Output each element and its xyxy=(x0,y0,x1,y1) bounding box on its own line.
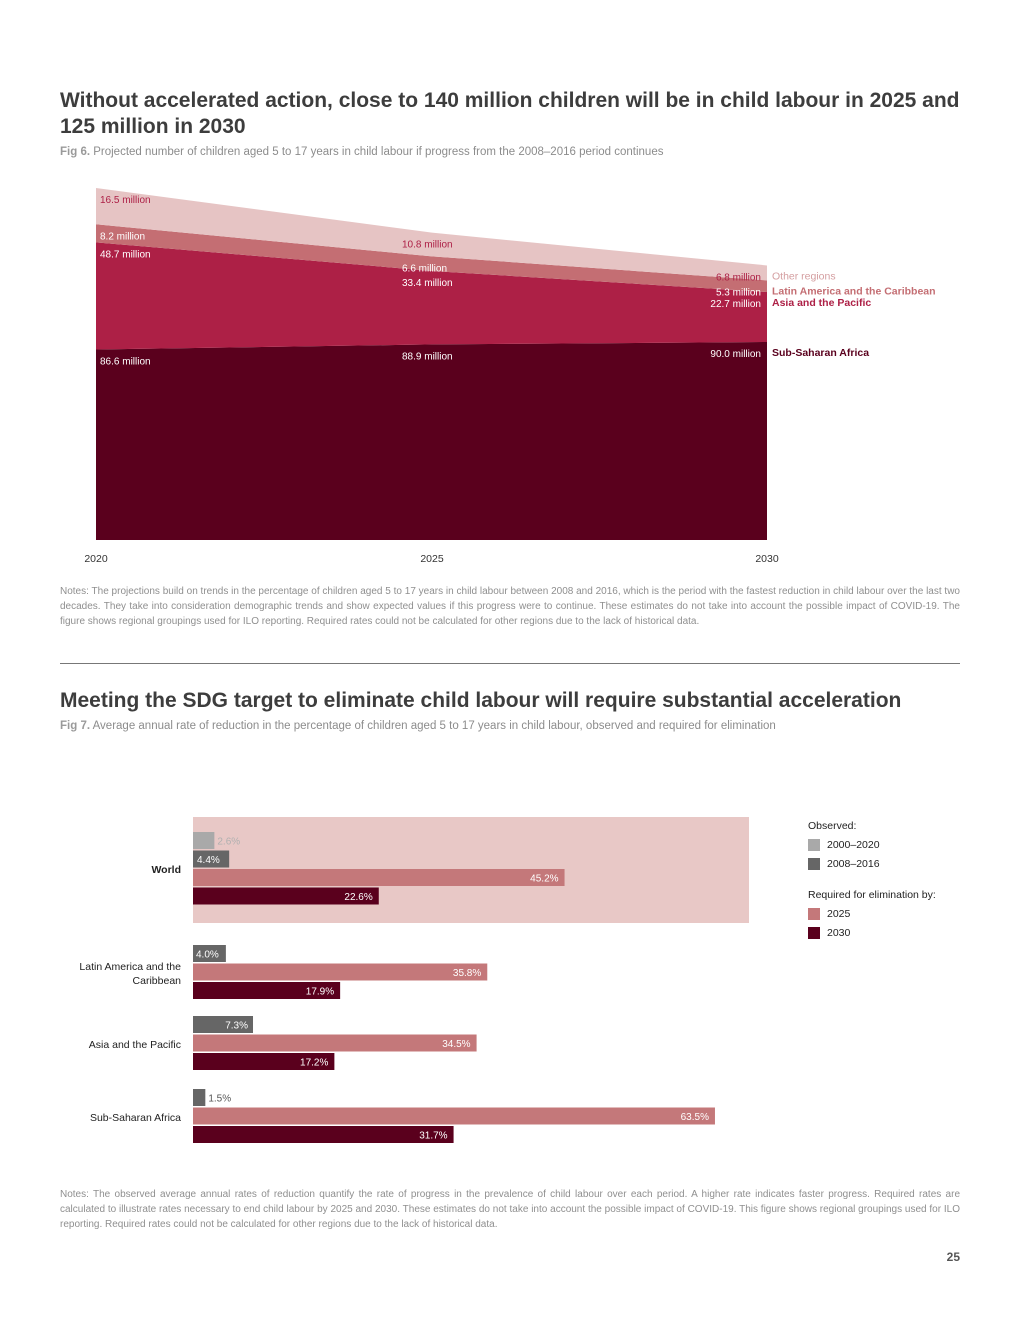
area-value-label: 48.7 million xyxy=(100,249,151,260)
bar-value-label: 4.4% xyxy=(197,855,220,866)
bar-2030 xyxy=(193,887,379,905)
legend-swatch-2008-2016 xyxy=(808,857,820,870)
page-number: 25 xyxy=(946,1250,960,1264)
bar-2030 xyxy=(193,1053,335,1070)
category-label: Latin America and the xyxy=(79,961,181,973)
category-label: Sub-Saharan Africa xyxy=(90,1112,181,1124)
bar-2025 xyxy=(193,869,565,886)
bar-2025 xyxy=(193,963,488,981)
category-label: Asia and the Pacific xyxy=(89,1039,181,1051)
x-tick-label: 2025 xyxy=(420,553,444,565)
category-label: World xyxy=(151,864,181,876)
fig7-label: Fig 7. xyxy=(60,720,91,732)
x-tick-label: 2020 xyxy=(84,553,108,565)
legend-label-2030: 2030 xyxy=(827,926,851,939)
area-series-name: Latin America and the Caribbean xyxy=(772,285,936,297)
legend-swatch-2025 xyxy=(808,907,820,920)
legend-observed-title: Observed: xyxy=(808,819,857,832)
fig6-heading: Without accelerated action, close to 140… xyxy=(60,89,960,138)
legend-swatch-2030 xyxy=(808,926,820,939)
fig7-caption-text: Average annual rate of reduction in the … xyxy=(92,720,776,732)
legend-item-2000-2020: 2000–2020 xyxy=(808,835,936,854)
fig7-caption: Fig 7. Average annual rate of reduction … xyxy=(60,720,960,732)
area-value-label: 16.5 million xyxy=(100,195,151,206)
bar-2025 xyxy=(193,1107,715,1125)
area-value-label: 10.8 million xyxy=(402,240,453,251)
fig6-notes: Notes: The projections build on trends i… xyxy=(60,586,960,627)
area-value-label: 8.2 million xyxy=(100,231,145,242)
legend-label-2000-2020: 2000–2020 xyxy=(827,838,880,851)
area-other-regions xyxy=(96,188,767,281)
bar-value-label: 31.7% xyxy=(419,1131,447,1142)
area-latin-america-and-the-caribbean xyxy=(96,224,767,293)
fig6-label: Fig 6. xyxy=(60,146,91,158)
fig7-notes: Notes: The observed average annual rates… xyxy=(60,1189,960,1230)
area-value-label: 22.7 million xyxy=(710,299,761,310)
bar-value-label: 2.6% xyxy=(217,837,240,848)
bar-value-label: 17.9% xyxy=(306,987,334,998)
legend-label-2025: 2025 xyxy=(827,907,851,920)
bar-value-label: 4.0% xyxy=(196,950,219,961)
legend-item-2030: 2030 xyxy=(808,923,936,942)
area-value-label: 88.9 million xyxy=(402,351,453,362)
legend-swatch-2000-2020 xyxy=(808,838,820,851)
area-value-label: 6.8 million xyxy=(716,272,761,283)
bar-value-label: 35.8% xyxy=(453,968,481,979)
bar-2025 xyxy=(193,1034,477,1052)
section-divider xyxy=(60,663,960,664)
category-label: Caribbean xyxy=(133,975,182,987)
bar-value-label: 45.2% xyxy=(530,874,558,885)
bar-2030 xyxy=(193,982,341,999)
area-value-label: 90.0 million xyxy=(710,349,761,360)
bar-chart: 2.6% 4.4% 45.2% 22.6% World 4.0% 35.8% 17.9% Lat… xyxy=(79,817,749,1143)
area-series-name: Asia and the Pacific xyxy=(772,297,871,309)
bar-value-label: 22.6% xyxy=(344,892,372,903)
fig6-caption-text: Projected number of children aged 5 to 1… xyxy=(93,146,664,158)
bar-value-label: 1.5% xyxy=(208,1094,231,1105)
bar-value-label: 7.3% xyxy=(225,1021,248,1032)
bar-legend: Observed: 2000–2020 2008–2016 Required f… xyxy=(808,816,936,942)
area-value-label: 5.3 million xyxy=(716,287,761,298)
legend-label-2008-2016: 2008–2016 xyxy=(827,857,880,870)
bar-2000-2020 xyxy=(193,832,215,849)
legend-item-2025: 2025 xyxy=(808,904,936,923)
x-tick-label: 2030 xyxy=(755,553,779,565)
area-series-name: Other regions xyxy=(772,270,836,282)
area-value-label: 6.6 million xyxy=(402,263,447,274)
bar-2008-2016 xyxy=(193,1089,206,1106)
area-asia-and-the-pacific xyxy=(96,242,767,350)
legend-item-2008-2016: 2008–2016 xyxy=(808,854,936,873)
bar-value-label: 17.2% xyxy=(300,1058,328,1069)
legend-required-title: Required for elimination by: xyxy=(808,888,936,901)
bar-2008-2016 xyxy=(193,1016,254,1033)
bar-value-label: 63.5% xyxy=(681,1112,709,1123)
bar-value-label: 34.5% xyxy=(442,1039,470,1050)
fig7-heading: Meeting the SDG target to eliminate chil… xyxy=(60,689,902,712)
bar-2008-2016 xyxy=(193,945,226,962)
area-sub-saharan-africa xyxy=(96,342,767,540)
bar-2008-2016 xyxy=(193,850,230,868)
area-value-label: 86.6 million xyxy=(100,356,151,367)
area-chart: 86.6 million 88.9 million 90.0 million 48.7… xyxy=(84,188,936,565)
area-value-label: 33.4 million xyxy=(402,278,453,289)
area-series-name: Sub-Saharan Africa xyxy=(772,347,869,359)
bar-2030 xyxy=(193,1126,454,1143)
fig6-caption: Fig 6. Projected number of children aged… xyxy=(60,146,960,158)
